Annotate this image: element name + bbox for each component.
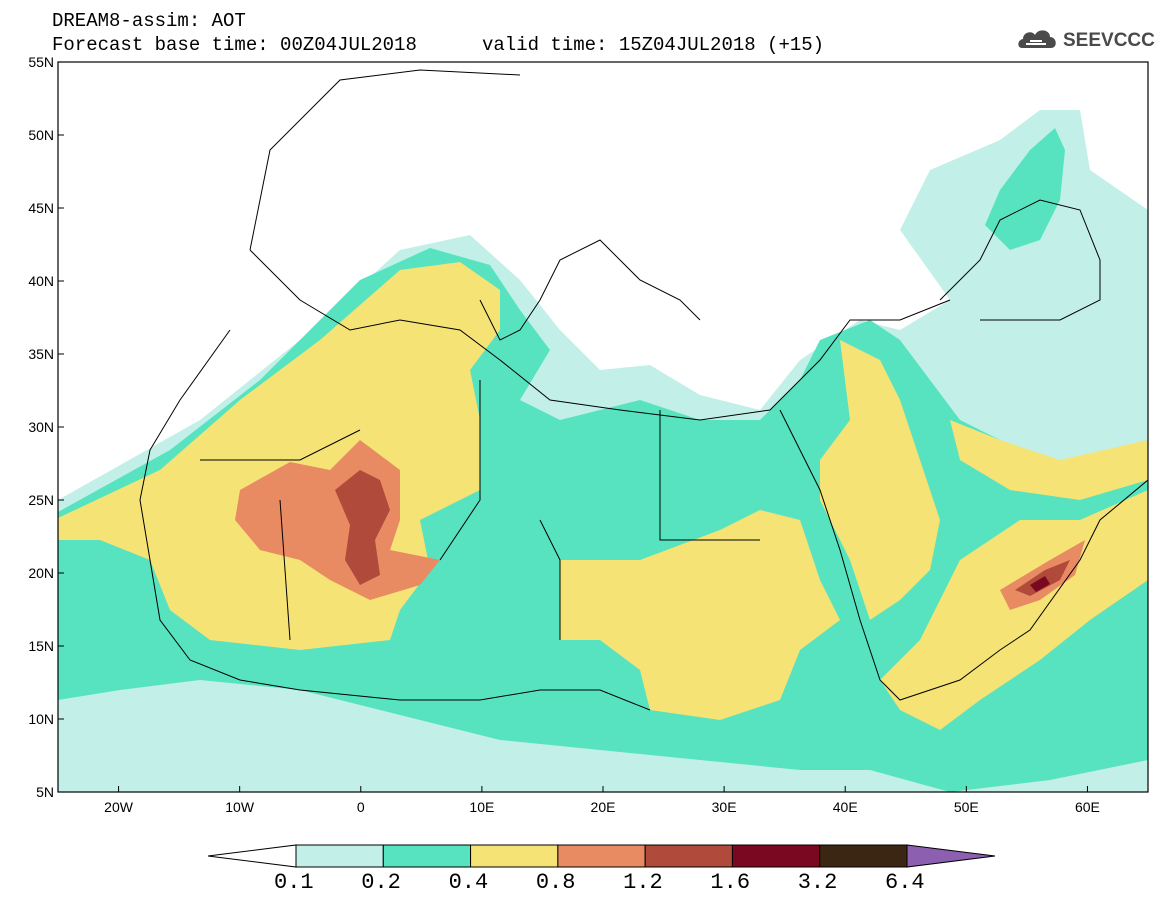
map-title: DREAM8-assim: AOT (52, 10, 246, 32)
colorbar (207, 844, 996, 868)
aot-contour-1.2 (335, 470, 390, 585)
seevccc-logo-text: SEEVCCC (1063, 30, 1155, 51)
colorbar-arrow-high (906, 844, 996, 868)
cloud-icon (1018, 30, 1056, 48)
lat-tick-label: 55N (28, 54, 54, 70)
aot-contour-1.6 (1030, 576, 1050, 592)
lon-tick-label: 10E (469, 799, 494, 815)
lat-tick-label: 20N (28, 565, 54, 581)
lat-axis: 55N 50N 45N 40N 35N 30N 25N 20N 15N 10N 5N (28, 54, 64, 800)
lat-tick-label: 40N (28, 273, 54, 289)
lat-tick-label: 35N (28, 346, 54, 362)
lon-tick-label: 60E (1075, 799, 1100, 815)
aot-contour-0.4-sahel (560, 510, 840, 720)
colorbar-swatch (644, 844, 733, 868)
lon-tick-label: 20W (104, 799, 134, 815)
colorbar-label: 6.4 (885, 870, 925, 895)
lat-tick-label: 5N (36, 784, 54, 800)
lat-tick-label: 25N (28, 492, 54, 508)
lon-tick-label: 40E (833, 799, 858, 815)
aot-contour-0.2-caspian (985, 128, 1065, 250)
lat-tick-label: 10N (28, 711, 54, 727)
forecast-base-time: Forecast base time: 00Z04JUL2018 (52, 34, 417, 56)
aot-contour-0.4-gulf (950, 420, 1148, 500)
colorbar-arrow-low (207, 844, 297, 868)
lon-tick-label: 30E (712, 799, 737, 815)
valid-time: valid time: 15Z04JUL2018 (+15) (482, 34, 825, 56)
lat-tick-label: 30N (28, 419, 54, 435)
colorbar-swatch (557, 844, 646, 868)
colorbar-label: 0.4 (448, 870, 489, 895)
colorbar-label: 0.8 (535, 870, 576, 895)
colorbar-label: 3.2 (797, 870, 838, 895)
colorbar-swatch (295, 844, 384, 868)
aot-contour-0.1-caucasus (940, 310, 1148, 440)
lon-tick-label: 20E (591, 799, 616, 815)
colorbar-swatch (382, 844, 472, 868)
colorbar-label: 0.1 (274, 870, 314, 895)
colorbar-label: 0.2 (361, 870, 401, 895)
aot-field (58, 62, 1148, 792)
aot-contour-0.8 (235, 440, 440, 600)
colorbar-swatch (731, 844, 821, 868)
lon-axis: 20W 10W 0 10E 20E 30E 40E 50E 60E (104, 786, 1100, 815)
lat-tick-label: 45N (28, 200, 54, 216)
colorbar-swatch (819, 844, 908, 868)
lon-tick-label: 0 (357, 799, 365, 815)
lat-tick-label: 50N (28, 127, 54, 143)
lon-tick-label: 50E (954, 799, 979, 815)
colorbar-label: 1.6 (710, 870, 751, 895)
colorbar-label: 1.2 (623, 870, 663, 895)
coastlines (139, 69, 1148, 711)
lon-tick-label: 10W (225, 799, 255, 815)
colorbar-swatch (470, 844, 559, 868)
aot-contour-0.4-arabia (820, 340, 940, 620)
lat-tick-label: 15N (28, 638, 54, 654)
